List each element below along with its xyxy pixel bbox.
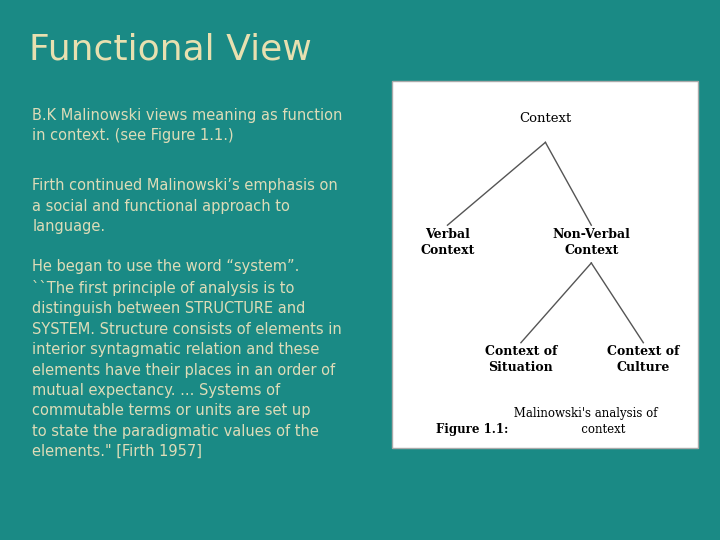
Text: Context of
Culture: Context of Culture bbox=[607, 346, 680, 374]
Text: B.K Malinowski views meaning as function
in context. (see Figure 1.1.): B.K Malinowski views meaning as function… bbox=[32, 108, 343, 144]
Text: Non-Verbal
Context: Non-Verbal Context bbox=[552, 228, 630, 257]
Text: Functional View: Functional View bbox=[29, 32, 312, 66]
Text: Malinowski's analysis of
                   context: Malinowski's analysis of context bbox=[510, 407, 657, 436]
Text: Figure 1.1:: Figure 1.1: bbox=[436, 423, 508, 436]
Text: Firth continued Malinowski’s emphasis on
a social and functional approach to
lan: Firth continued Malinowski’s emphasis on… bbox=[32, 178, 338, 234]
Text: Verbal
Context: Verbal Context bbox=[420, 228, 474, 257]
Text: Context: Context bbox=[519, 112, 572, 125]
Text: Context of
Situation: Context of Situation bbox=[485, 346, 557, 374]
Text: He began to use the word “system”.
``The first principle of analysis is to
disti: He began to use the word “system”. ``The… bbox=[32, 259, 342, 459]
FancyBboxPatch shape bbox=[392, 81, 698, 448]
